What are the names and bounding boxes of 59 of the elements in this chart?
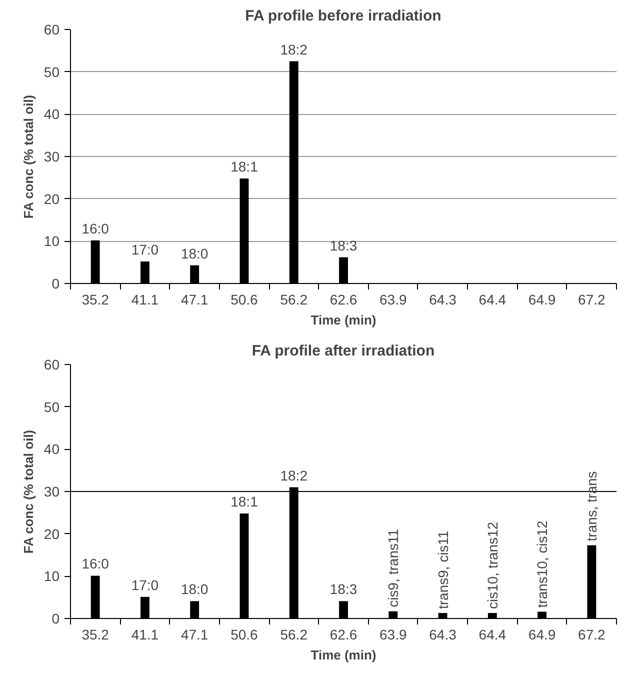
x-tick-label: 56.2 bbox=[280, 292, 308, 308]
x-tick-label: 35.2 bbox=[82, 626, 110, 642]
annotation: 16:0 bbox=[82, 220, 110, 236]
x-tick-label: 64.3 bbox=[429, 626, 457, 642]
annotation: 18:1 bbox=[230, 158, 258, 175]
y-tick-label: 50 bbox=[44, 64, 60, 80]
annotation: 18:2 bbox=[280, 41, 308, 58]
annotation: trans9, cis11 bbox=[434, 530, 451, 609]
x-axis-title: Time (min) bbox=[310, 648, 376, 662]
annotation: 18:0 bbox=[180, 245, 208, 262]
y-tick-label: 10 bbox=[44, 568, 60, 584]
y-axis-title: FA conc (% total oil) bbox=[20, 94, 36, 219]
x-tick-label: 64.3 bbox=[429, 292, 457, 308]
x-tick-label: 62.6 bbox=[330, 626, 358, 642]
x-tick-label: 41.1 bbox=[131, 292, 159, 308]
annotation: 18:1 bbox=[230, 494, 258, 510]
y-axis-title: FA conc (% total oil) bbox=[20, 430, 36, 554]
x-tick-label: 67.2 bbox=[578, 626, 606, 642]
annotation: 18:0 bbox=[180, 581, 208, 598]
y-tick-label: 20 bbox=[44, 190, 60, 207]
x-tick-label: 63.9 bbox=[380, 292, 407, 308]
y-tick-label: 50 bbox=[44, 398, 60, 415]
y-tick-label: 60 bbox=[44, 22, 60, 38]
y-tick-label: 40 bbox=[44, 441, 60, 458]
x-tick-label: 64.4 bbox=[478, 626, 506, 642]
x-tick-label: 47.1 bbox=[180, 626, 208, 642]
chart-title: FA profile after irradiation bbox=[252, 342, 435, 360]
x-tick-label: 41.1 bbox=[131, 626, 159, 642]
annotation: 18:3 bbox=[330, 237, 358, 254]
annotation: cis10, trans12 bbox=[484, 522, 500, 609]
y-tick-label: 0 bbox=[52, 276, 60, 292]
annotation: 18:3 bbox=[330, 581, 358, 598]
x-tick-label: 63.9 bbox=[380, 626, 407, 642]
y-tick-label: 60 bbox=[44, 356, 60, 372]
y-tick-label: 30 bbox=[44, 484, 60, 500]
annotation: cis9, trans11 bbox=[385, 528, 402, 608]
y-tick-label: 40 bbox=[44, 106, 60, 122]
annotation: 17:0 bbox=[131, 576, 159, 593]
annotation: 16:0 bbox=[82, 556, 110, 572]
x-axis-title: Time (min) bbox=[310, 312, 376, 328]
annotation: 18:2 bbox=[280, 467, 308, 484]
x-tick-label: 62.6 bbox=[330, 292, 358, 308]
annotation: trans10, cis12 bbox=[534, 520, 550, 608]
y-tick-label: 10 bbox=[44, 233, 60, 250]
x-tick-label: 64.9 bbox=[528, 626, 556, 642]
y-tick-label: 0 bbox=[52, 610, 60, 626]
x-tick-label: 50.6 bbox=[230, 292, 258, 308]
annotation: trans, trans bbox=[584, 471, 600, 542]
annotation: 17:0 bbox=[131, 241, 159, 258]
x-tick-label: 35.2 bbox=[82, 292, 110, 308]
y-tick-label: 30 bbox=[44, 148, 60, 164]
x-tick-label: 67.2 bbox=[578, 292, 606, 308]
x-tick-label: 56.2 bbox=[280, 626, 308, 642]
x-tick-label: 64.4 bbox=[478, 292, 506, 308]
x-tick-label: 50.6 bbox=[230, 626, 258, 642]
x-tick-label: 64.9 bbox=[528, 292, 556, 308]
chart-title: FA profile before irradiation bbox=[245, 8, 442, 24]
y-tick-label: 20 bbox=[44, 526, 60, 542]
x-tick-label: 47.1 bbox=[180, 292, 208, 308]
